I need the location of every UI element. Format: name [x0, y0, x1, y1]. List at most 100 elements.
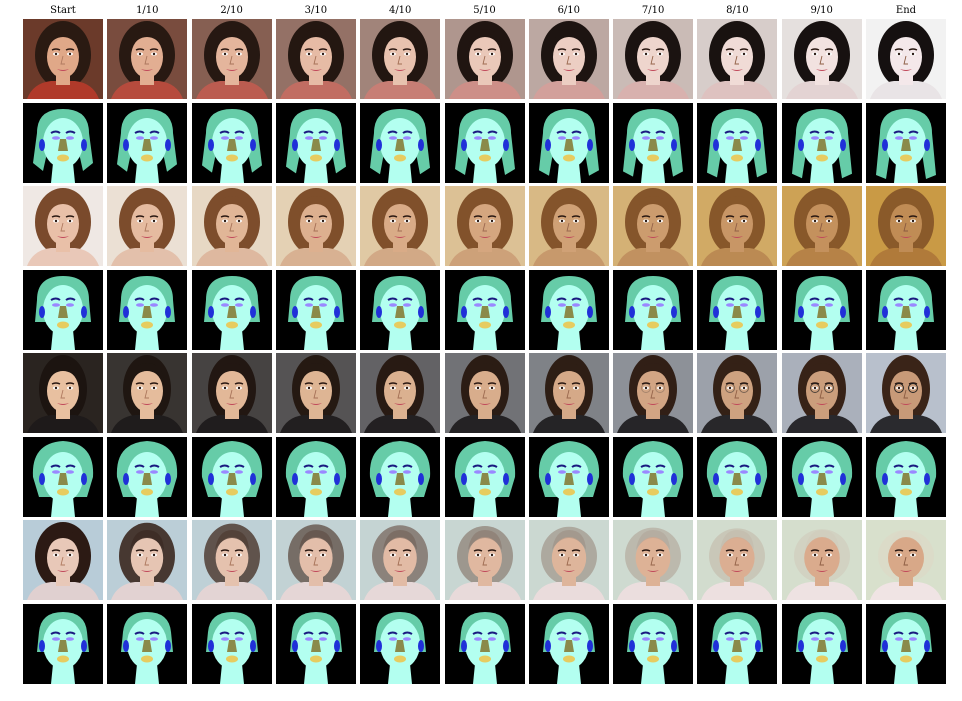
segmentation-mask-tile	[866, 604, 946, 684]
segmentation-mask-tile	[782, 270, 862, 350]
face-image-tile	[697, 353, 777, 433]
segmentation-mask-tile	[613, 270, 693, 350]
face-image-tile	[782, 353, 862, 433]
face-image-tile	[697, 520, 777, 600]
segmentation-mask-tile	[276, 437, 356, 517]
segmentation-mask-tile	[107, 604, 187, 684]
segmentation-mask-tile	[529, 103, 609, 183]
face-image-tile	[782, 186, 862, 266]
segmentation-mask-tile	[276, 604, 356, 684]
column-label: Start	[23, 5, 103, 17]
segmentation-mask-tile	[529, 437, 609, 517]
column-label: 2/10	[192, 5, 272, 17]
face-image-tile	[613, 186, 693, 266]
segmentation-mask-tile	[23, 437, 103, 517]
segmentation-mask-tile	[107, 103, 187, 183]
segmentation-mask-tile	[445, 103, 525, 183]
segmentation-mask-tile	[613, 604, 693, 684]
face-image-tile	[276, 353, 356, 433]
segmentation-mask-tile	[782, 103, 862, 183]
face-image-tile	[866, 19, 946, 99]
segmentation-mask-tile	[23, 103, 103, 183]
segmentation-mask-tile	[866, 103, 946, 183]
column-label: 4/10	[360, 5, 440, 17]
face-image-tile	[107, 520, 187, 600]
segmentation-mask-tile	[23, 270, 103, 350]
segmentation-mask-tile	[360, 270, 440, 350]
face-image-tile	[23, 353, 103, 433]
face-image-tile	[613, 520, 693, 600]
segmentation-mask-tile	[192, 437, 272, 517]
face-image-tile	[276, 19, 356, 99]
segmentation-mask-tile	[276, 270, 356, 350]
face-image-tile	[107, 19, 187, 99]
face-image-tile	[360, 19, 440, 99]
segmentation-mask-tile	[360, 103, 440, 183]
face-image-tile	[529, 186, 609, 266]
face-image-tile	[697, 19, 777, 99]
segmentation-mask-tile	[276, 103, 356, 183]
column-label: End	[866, 5, 946, 17]
segmentation-mask-tile	[697, 437, 777, 517]
segmentation-mask-tile	[107, 270, 187, 350]
face-image-tile	[107, 186, 187, 266]
face-image-tile	[445, 353, 525, 433]
segmentation-mask-tile	[697, 270, 777, 350]
face-image-tile	[192, 186, 272, 266]
face-image-tile	[360, 186, 440, 266]
column-label: 1/10	[107, 5, 187, 17]
segmentation-mask-tile	[866, 437, 946, 517]
segmentation-mask-tile	[866, 270, 946, 350]
face-image-tile	[782, 19, 862, 99]
face-image-tile	[107, 353, 187, 433]
face-image-tile	[529, 19, 609, 99]
column-label: 3/10	[276, 5, 356, 17]
segmentation-mask-tile	[697, 103, 777, 183]
face-image-tile	[697, 186, 777, 266]
column-label: 6/10	[529, 5, 609, 17]
segmentation-mask-tile	[192, 270, 272, 350]
segmentation-mask-tile	[445, 437, 525, 517]
face-image-tile	[276, 186, 356, 266]
face-image-tile	[23, 19, 103, 99]
segmentation-mask-tile	[360, 437, 440, 517]
face-image-tile	[613, 19, 693, 99]
segmentation-mask-tile	[613, 103, 693, 183]
column-label: 8/10	[697, 5, 777, 17]
segmentation-mask-tile	[23, 604, 103, 684]
face-image-tile	[866, 520, 946, 600]
face-image-tile	[360, 520, 440, 600]
segmentation-mask-tile	[613, 437, 693, 517]
face-image-tile	[782, 520, 862, 600]
face-image-tile	[192, 520, 272, 600]
segmentation-mask-tile	[192, 103, 272, 183]
segmentation-mask-tile	[782, 604, 862, 684]
face-image-tile	[866, 353, 946, 433]
face-image-tile	[613, 353, 693, 433]
column-label: 7/10	[613, 5, 693, 17]
column-label: 5/10	[445, 5, 525, 17]
face-image-tile	[23, 520, 103, 600]
segmentation-mask-tile	[360, 604, 440, 684]
segmentation-mask-tile	[529, 604, 609, 684]
face-image-tile	[23, 186, 103, 266]
face-image-tile	[445, 19, 525, 99]
segmentation-mask-tile	[107, 437, 187, 517]
segmentation-mask-tile	[697, 604, 777, 684]
face-image-tile	[529, 520, 609, 600]
segmentation-mask-tile	[445, 270, 525, 350]
segmentation-mask-tile	[445, 604, 525, 684]
face-image-tile	[192, 19, 272, 99]
segmentation-mask-tile	[529, 270, 609, 350]
segmentation-mask-tile	[192, 604, 272, 684]
face-image-tile	[360, 353, 440, 433]
face-image-tile	[445, 520, 525, 600]
face-image-tile	[192, 353, 272, 433]
column-label: 9/10	[782, 5, 862, 17]
face-image-tile	[866, 186, 946, 266]
face-image-tile	[529, 353, 609, 433]
face-image-tile	[445, 186, 525, 266]
face-image-tile	[276, 520, 356, 600]
segmentation-mask-tile	[782, 437, 862, 517]
